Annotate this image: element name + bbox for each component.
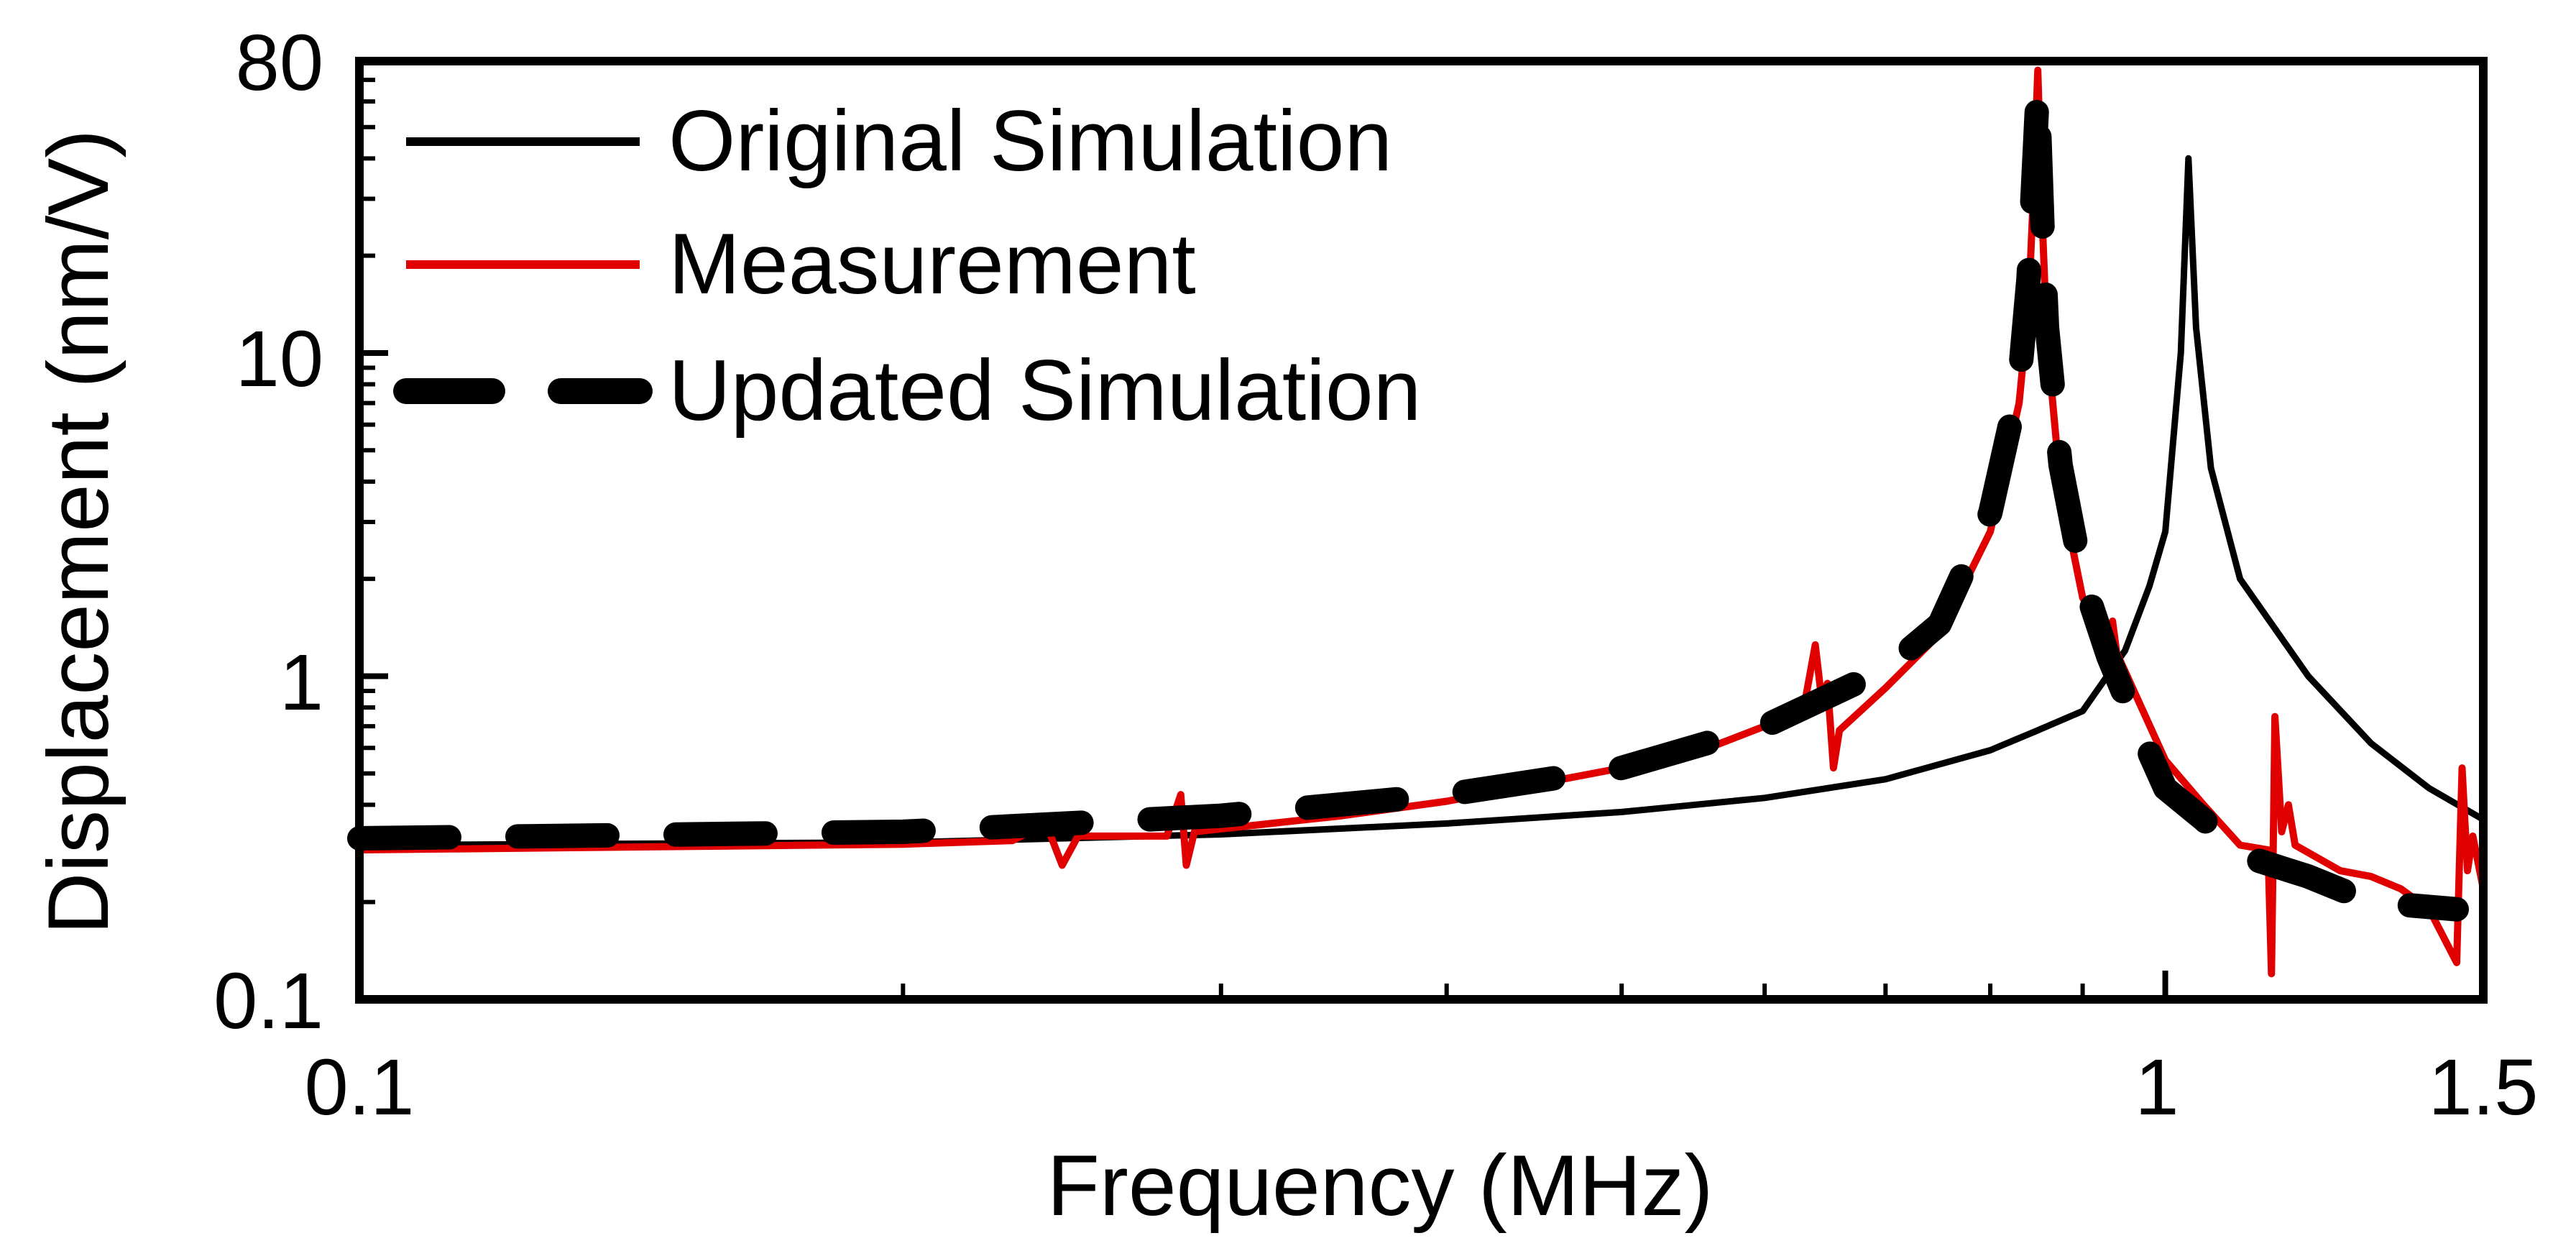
series-layer [347, 66, 2487, 978]
y-tick-label-1: 1 [280, 638, 323, 727]
plot-frame [355, 57, 2488, 1004]
x-tick-label-0: 0.1 [305, 1043, 415, 1132]
x-tick-label-2: 1.5 [2429, 1043, 2539, 1132]
legend-label-measurement: Measurement [668, 216, 1196, 312]
y-tick-label-2: 10 [236, 315, 323, 403]
x-tick-label-1: 1 [2135, 1043, 2179, 1132]
series-line-original-simulation [359, 155, 2485, 848]
y-axis-title: Displacement (nm/V) [30, 129, 126, 935]
y-tick-label-3: 80 [236, 19, 323, 107]
x-axis-title: Frequency (MHz) [1047, 1137, 1714, 1234]
legend: Original Simulation Measurement Updated … [393, 93, 1421, 439]
y-tick-label-0: 0.1 [213, 957, 323, 1045]
legend-label-updated-simulation: Updated Simulation [668, 342, 1421, 439]
series-line-updated-simulation [347, 78, 2469, 922]
legend-label-original-simulation: Original Simulation [668, 93, 1392, 189]
tick-labels: 0.1 1 1.5 0.1 1 10 80 [213, 19, 2538, 1132]
